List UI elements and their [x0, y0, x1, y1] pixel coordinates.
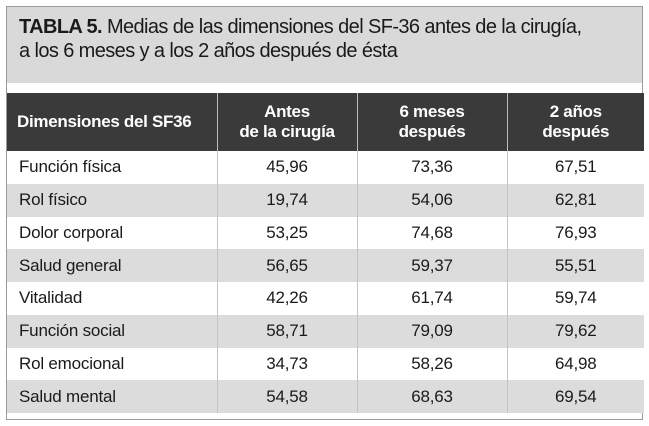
value-cell: 42,26: [216, 282, 357, 315]
caption-line-1: TABLA 5. Medias de las dimensiones del S…: [19, 15, 630, 39]
header-dimension-text: Dimensiones del SF36: [17, 112, 192, 131]
value-cell: 79,62: [506, 314, 644, 348]
header-line: después: [398, 122, 466, 141]
value-cell: 19,74: [216, 183, 357, 217]
header-line: 2 años: [549, 102, 602, 121]
caption-label: TABLA 5.: [19, 16, 103, 38]
header-dimension: Dimensiones del SF36: [7, 93, 217, 151]
value-cell: 58,71: [216, 314, 357, 348]
value-cell: 68,63: [356, 380, 507, 413]
dimension-cell: Función física: [19, 157, 122, 177]
table-row: Dolor corporal 53,25 74,68 76,93: [7, 216, 644, 250]
dimension-cell: Salud general: [19, 255, 122, 275]
dimension-cell: Salud mental: [19, 386, 116, 406]
dimension-cell: Rol físico: [19, 190, 87, 210]
value-cell: 79,09: [356, 314, 507, 348]
table-row: Salud mental 54,58 68,63 69,54: [7, 380, 644, 413]
value-cell: 53,25: [216, 216, 357, 250]
header-line: de la cirugía: [239, 122, 335, 141]
dimension-cell: Vitalidad: [19, 288, 83, 308]
value-cell: 55,51: [506, 249, 644, 282]
header-6-months: 6 meses después: [356, 93, 507, 151]
value-cell: 69,54: [506, 380, 644, 413]
dimension-cell: Función social: [19, 321, 125, 341]
value-cell: 34,73: [216, 347, 357, 381]
header-line: Antes: [264, 102, 310, 121]
value-cell: 45,96: [216, 151, 357, 184]
value-cell: 56,65: [216, 249, 357, 282]
value-cell: 54,58: [216, 380, 357, 413]
table-row: Rol emocional 34,73 58,26 64,98: [7, 347, 644, 381]
value-cell: 62,81: [506, 183, 644, 217]
header-2-years: 2 años después: [506, 93, 644, 151]
header-before-surgery: Antes de la cirugía: [216, 93, 357, 151]
header-line: 6 meses: [399, 102, 465, 121]
table-row: Salud general 56,65 59,37 55,51: [7, 249, 644, 282]
header-row: Dimensiones del SF36 Antes de la cirugía…: [7, 93, 644, 151]
value-cell: 61,74: [356, 282, 507, 315]
caption-line-2: a los 6 meses y a los 2 años después de …: [19, 40, 398, 62]
value-cell: 74,68: [356, 216, 507, 250]
table-body: Función física 45,96 73,36 67,51 Rol fís…: [7, 151, 644, 413]
dimension-cell: Rol emocional: [19, 353, 125, 373]
value-cell: 54,06: [356, 183, 507, 217]
table-figure: TABLA 5. Medias de las dimensiones del S…: [6, 6, 644, 420]
value-cell: 59,37: [356, 249, 507, 282]
table-row: Vitalidad 42,26 61,74 59,74: [7, 282, 644, 315]
table-row: Rol físico 19,74 54,06 62,81: [7, 183, 644, 217]
table-row: Función física 45,96 73,36 67,51: [7, 151, 644, 184]
sf36-table: Dimensiones del SF36 Antes de la cirugía…: [7, 93, 644, 413]
value-cell: 76,93: [506, 216, 644, 250]
value-cell: 64,98: [506, 347, 644, 381]
caption-title: Medias de las dimensiones del SF-36 ante…: [106, 16, 582, 38]
table-row: Función social 58,71 79,09 79,62: [7, 314, 644, 348]
table-caption: TABLA 5. Medias de las dimensiones del S…: [7, 7, 642, 83]
value-cell: 67,51: [506, 151, 644, 184]
value-cell: 73,36: [356, 151, 507, 184]
value-cell: 59,74: [506, 282, 644, 315]
table-header: Dimensiones del SF36 Antes de la cirugía…: [7, 93, 644, 151]
dimension-cell: Dolor corporal: [19, 222, 123, 242]
value-cell: 58,26: [356, 347, 507, 381]
header-line: después: [542, 122, 610, 141]
